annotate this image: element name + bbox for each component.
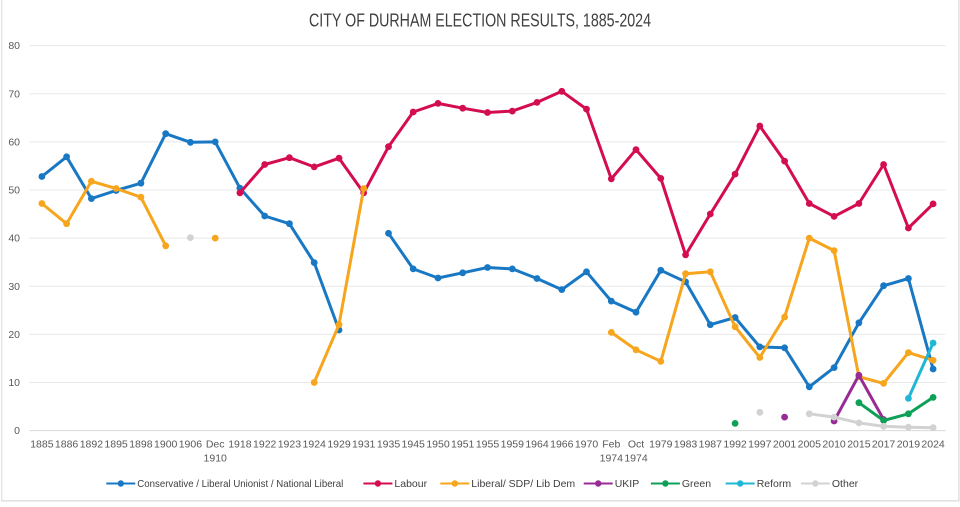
svg-text:Dec: Dec <box>206 439 225 451</box>
svg-text:1885: 1885 <box>30 439 54 451</box>
svg-text:2017: 2017 <box>872 439 896 451</box>
svg-text:1898: 1898 <box>129 439 153 451</box>
svg-text:Green: Green <box>682 478 711 490</box>
svg-text:1945: 1945 <box>402 439 426 451</box>
svg-text:Labour: Labour <box>394 478 427 490</box>
svg-text:CITY OF DURHAM ELECTION RESULT: CITY OF DURHAM ELECTION RESULTS, 1885-20… <box>309 10 651 31</box>
svg-text:60: 60 <box>8 137 20 149</box>
svg-text:1950: 1950 <box>426 439 450 451</box>
svg-text:Liberal/ SDP/ Lib Dem: Liberal/ SDP/ Lib Dem <box>471 478 575 490</box>
svg-text:1970: 1970 <box>575 439 599 451</box>
svg-text:1955: 1955 <box>476 439 500 451</box>
svg-text:1979: 1979 <box>649 439 673 451</box>
svg-text:10: 10 <box>8 377 20 389</box>
svg-text:1974: 1974 <box>624 453 648 465</box>
svg-text:50: 50 <box>8 185 20 197</box>
svg-text:1900: 1900 <box>154 439 178 451</box>
svg-text:UKIP: UKIP <box>615 478 640 490</box>
svg-text:40: 40 <box>8 233 20 245</box>
svg-text:1924: 1924 <box>303 439 327 451</box>
svg-text:1966: 1966 <box>550 439 574 451</box>
svg-text:1935: 1935 <box>377 439 401 451</box>
svg-text:1922: 1922 <box>253 439 277 451</box>
svg-text:2005: 2005 <box>798 439 822 451</box>
svg-text:2010: 2010 <box>822 439 846 451</box>
svg-text:1983: 1983 <box>674 439 698 451</box>
svg-text:1997: 1997 <box>748 439 772 451</box>
svg-text:70: 70 <box>8 88 20 100</box>
svg-text:2001: 2001 <box>773 439 797 451</box>
svg-text:1987: 1987 <box>699 439 723 451</box>
svg-text:1892: 1892 <box>80 439 104 451</box>
svg-text:1918: 1918 <box>228 439 252 451</box>
svg-text:80: 80 <box>8 40 20 52</box>
svg-text:2024: 2024 <box>921 439 945 451</box>
svg-text:1992: 1992 <box>723 439 747 451</box>
svg-text:0: 0 <box>14 425 20 437</box>
svg-text:2019: 2019 <box>897 439 921 451</box>
svg-text:Other: Other <box>832 478 859 490</box>
svg-text:1923: 1923 <box>278 439 302 451</box>
svg-text:Feb: Feb <box>602 439 620 451</box>
svg-text:1974: 1974 <box>600 453 624 465</box>
svg-text:1959: 1959 <box>501 439 525 451</box>
svg-text:1964: 1964 <box>525 439 549 451</box>
svg-text:1929: 1929 <box>327 439 351 451</box>
svg-text:1910: 1910 <box>204 453 228 465</box>
svg-text:20: 20 <box>8 329 20 341</box>
svg-text:1951: 1951 <box>451 439 475 451</box>
svg-text:30: 30 <box>8 281 20 293</box>
svg-text:1895: 1895 <box>104 439 128 451</box>
svg-text:Conservative / Liberal Unionis: Conservative / Liberal Unionist / Nation… <box>137 478 343 490</box>
svg-text:1906: 1906 <box>179 439 203 451</box>
svg-text:1931: 1931 <box>352 439 376 451</box>
svg-text:1886: 1886 <box>55 439 79 451</box>
svg-text:2015: 2015 <box>847 439 871 451</box>
svg-text:Oct: Oct <box>628 439 644 451</box>
svg-text:Reform: Reform <box>757 478 792 490</box>
